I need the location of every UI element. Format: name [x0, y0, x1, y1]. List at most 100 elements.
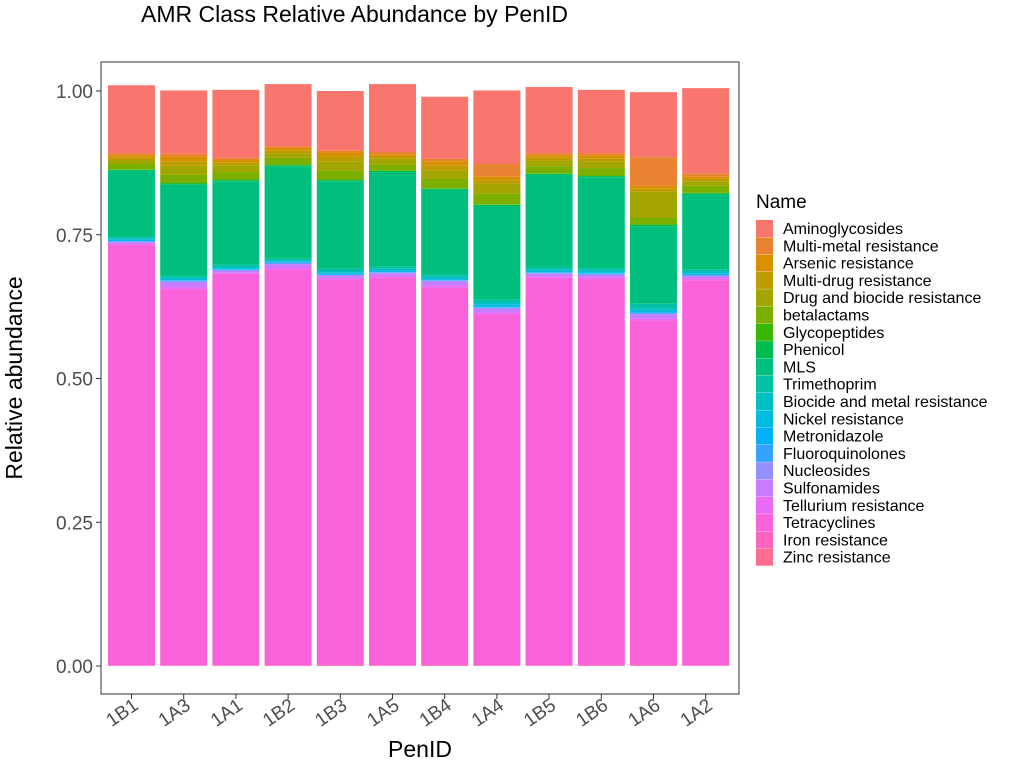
legend-label: betalactams [783, 308, 869, 325]
legend-swatch [756, 358, 773, 376]
bar-segment [316, 180, 364, 182]
bar-segment [264, 258, 312, 261]
bar-segment [473, 183, 521, 194]
bar-segment [212, 157, 260, 160]
bar-segment [473, 204, 521, 206]
bar-segment [630, 318, 677, 321]
bar-segment [630, 185, 677, 189]
bar-segment [525, 665, 573, 666]
legend-swatch [756, 462, 773, 480]
bar-segment [630, 157, 677, 186]
bar-segment [630, 314, 677, 319]
bar-segment [212, 270, 260, 271]
bar-segment [108, 245, 155, 666]
bar-segment [473, 206, 521, 300]
chart-title: AMR Class Relative Abundance by PenID [141, 1, 568, 27]
bar-segment [160, 183, 208, 185]
bar-segment [525, 173, 573, 174]
bar-segment [264, 157, 312, 165]
bar-segment [421, 278, 469, 280]
bar-segment [630, 312, 677, 314]
bar-segment [369, 154, 416, 157]
bar-segment [316, 181, 364, 269]
legend-label: Biocide and metal resistance [783, 394, 988, 411]
bar-segment [264, 164, 312, 166]
bar-segment [577, 273, 625, 274]
bar-segment [212, 270, 260, 273]
legend-swatch [756, 514, 773, 532]
bar-segment [421, 161, 469, 166]
bar-segment [264, 267, 312, 270]
bar-segment [421, 276, 469, 279]
bar-segment [682, 271, 730, 274]
bar-segment [577, 664, 625, 666]
x-tick-label: 1B4 [416, 695, 456, 732]
bar-segment [108, 164, 155, 170]
legend-label: Trimethoprim [783, 377, 877, 394]
bar-segment [577, 161, 625, 169]
y-tick-label: 0.75 [56, 226, 93, 247]
bar-segment [316, 156, 364, 162]
bar-segment [264, 665, 312, 666]
bar-segment [212, 180, 260, 182]
bar-segment [421, 664, 469, 666]
bar-segment [212, 179, 260, 181]
bar-segment [369, 158, 416, 165]
x-tick-label: 1B5 [520, 695, 560, 732]
x-tick-label: 1A2 [677, 695, 717, 732]
bar-segment [421, 287, 469, 665]
bar-segment [108, 241, 155, 242]
bar-segment [369, 170, 416, 173]
bar-segment [316, 152, 364, 157]
legend-label: Zinc resistance [783, 550, 891, 567]
bar-segment [316, 270, 364, 273]
bar-segment [264, 260, 312, 262]
bar-segment [630, 226, 677, 304]
legend-swatch [756, 306, 773, 324]
bar-segment [316, 664, 364, 666]
y-tick-label: 1.00 [56, 82, 93, 103]
bar-segment [682, 178, 730, 182]
bar-segment [682, 275, 730, 277]
y-tick-label: 0.00 [56, 657, 93, 678]
legend-label: Nickel resistance [783, 411, 904, 428]
bar-segment [421, 170, 469, 179]
bar-segment [525, 270, 573, 273]
bar-segment [421, 178, 469, 189]
bar-segment [108, 243, 155, 246]
bar-segment [421, 158, 469, 162]
bar-segment [108, 153, 155, 156]
bar-segment [682, 88, 730, 174]
legend-label: Arsenic resistance [783, 256, 914, 273]
bar-segment [682, 665, 730, 666]
legend-swatch [756, 271, 773, 289]
bar-segment [369, 273, 416, 276]
bar-segment [577, 277, 625, 280]
x-tick-label: 1B2 [259, 695, 299, 732]
bar-segment [369, 272, 416, 273]
bar-segment [264, 148, 312, 151]
bar-segment [630, 188, 677, 192]
bar-segment [421, 165, 469, 171]
legend-swatch [756, 479, 773, 497]
bar-segment [316, 161, 364, 171]
bar-segment [212, 162, 260, 166]
legend-label: Tetracyclines [783, 515, 875, 532]
bar-segment [630, 224, 677, 225]
bar-segment [682, 176, 730, 179]
bar-segment [421, 280, 469, 282]
legend-swatch [756, 444, 773, 462]
bar-segment [473, 306, 521, 308]
bar-segment [421, 188, 469, 189]
legend-swatch [756, 323, 773, 341]
x-tick-label: 1A3 [155, 695, 195, 732]
bar-segment [316, 91, 364, 151]
bar-segment [316, 277, 364, 280]
bar-segment [108, 238, 155, 240]
bar-segment [264, 166, 312, 259]
bar-segment [682, 193, 730, 195]
bar-segment [212, 181, 260, 265]
x-tick-label: 1A4 [468, 695, 508, 732]
bar-segment [160, 280, 208, 282]
